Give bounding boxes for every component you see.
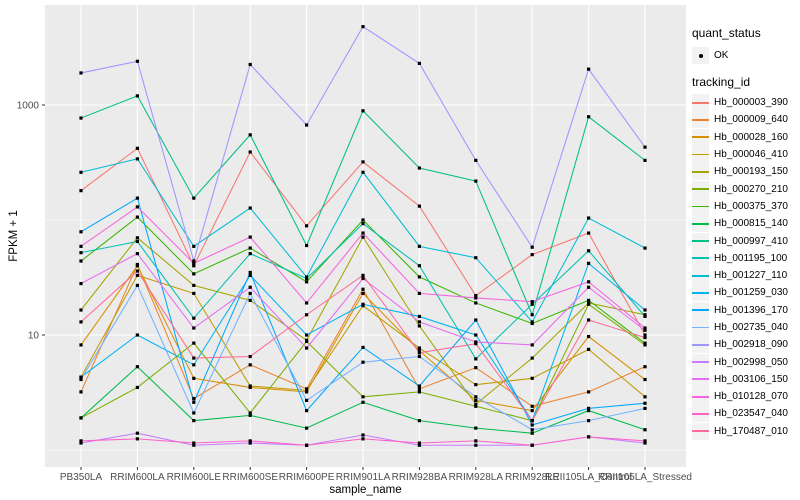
x-tick-labels: PB350LA RRIM600LA RRIM600LE RRIM600SE RRIM60… xyxy=(60,472,692,483)
legend-key-line-icon xyxy=(692,353,709,371)
legend-entry-Hb_002918_090: Hb_002918_090 xyxy=(692,336,798,354)
legend-key-line-icon xyxy=(692,422,709,440)
legend-entry-label: Hb_000815_140 xyxy=(714,218,788,230)
legend-entry-Hb_000997_410: Hb_000997_410 xyxy=(692,232,798,250)
x-tick-label: RRII105LA_Stressed xyxy=(598,472,692,483)
x-tick-label: PB350LA xyxy=(60,472,103,483)
legend-key-line-icon xyxy=(692,267,709,285)
x-tick-label: RRIM928LE xyxy=(505,472,560,483)
legend-entry-label: Hb_002735_040 xyxy=(714,322,788,333)
x-tick-label: RRII105LA_Control xyxy=(545,472,632,483)
legend-entry-label: Hb_000028_160 xyxy=(714,131,788,143)
legend-key-line-icon xyxy=(692,249,709,267)
legend-entry-Hb_001396_170: Hb_001396_170 xyxy=(692,301,798,319)
legend-entry-Hb_023547_040: Hb_023547_040 xyxy=(692,405,798,423)
legend-entry-label: Hb_001396_170 xyxy=(714,304,788,316)
legend-key-line-icon xyxy=(692,94,709,112)
legend-key-line-icon xyxy=(692,370,709,388)
legend-entry-Hb_000028_160: Hb_000028_160 xyxy=(692,128,798,146)
legend-entry-Hb_000815_140: Hb_000815_140 xyxy=(692,215,798,233)
legend-entry-Hb_000270_210: Hb_000270_210 xyxy=(692,180,798,198)
legend-entry-label: Hb_002918_090 xyxy=(714,339,788,351)
y-tick-labels: 10 1000 xyxy=(17,101,40,342)
legend-entry-Hb_000046_410: Hb_000046_410 xyxy=(692,146,798,164)
legend-title-quant-status: quant_status xyxy=(692,26,761,40)
legend-entry-label: Hb_001227_110 xyxy=(714,270,788,282)
legend-entries: Hb_000003_390 Hb_000009_640 Hb_000028_160 H… xyxy=(692,94,798,440)
legend-key-line-icon xyxy=(692,284,709,302)
legend-entry-label: Hb_002998_050 xyxy=(714,356,788,368)
legend-item-ok: OK xyxy=(692,47,798,64)
legend-entry-Hb_000193_150: Hb_000193_150 xyxy=(692,163,798,181)
legend-key-line-icon xyxy=(692,128,709,146)
legend-key-line-icon xyxy=(692,215,709,233)
legend-entry-Hb_003106_150: Hb_003106_150 xyxy=(692,370,798,388)
legend-entry-label: Hb_000193_150 xyxy=(714,166,788,178)
x-tick-label: RRIM600LA xyxy=(110,472,165,483)
legend-key-line-icon xyxy=(692,301,709,319)
x-tick-label: RRIM928LA xyxy=(449,472,504,483)
legend-title-tracking-id: tracking_id xyxy=(692,75,751,89)
y-tick-label: 1000 xyxy=(17,101,40,112)
legend-entry-label: Hb_000003_390 xyxy=(714,97,788,109)
legend-entry-label: Hb_000375_370 xyxy=(714,200,788,212)
legend-key-line-icon xyxy=(692,197,709,215)
legend-entry-label: Hb_000270_210 xyxy=(714,183,788,195)
legend-entry-label: Hb_001259_030 xyxy=(714,287,788,299)
legend-entry-label: Hb_000997_410 xyxy=(714,235,788,247)
legend-entry-label: Hb_003106_150 xyxy=(714,373,788,385)
legend-entry-Hb_002735_040: Hb_002735_040 xyxy=(692,319,798,336)
x-axis-title: sample_name xyxy=(329,484,401,496)
legend-key-line-icon xyxy=(692,232,709,250)
legend-entry-Hb_170487_010: Hb_170487_010 xyxy=(692,422,798,440)
legend-key-line-icon xyxy=(692,163,709,181)
legend-entry-Hb_000375_370: Hb_000375_370 xyxy=(692,197,798,215)
legend-item-ok-label: OK xyxy=(714,50,729,61)
legend-entry-Hb_002998_050: Hb_002998_050 xyxy=(692,353,798,371)
legend: quant_status OK tracking_id Hb_000003_39… xyxy=(692,26,798,440)
legend-key-line-icon xyxy=(692,388,709,406)
legend-key-line-icon xyxy=(692,405,709,423)
legend-entry-Hb_000003_390: Hb_000003_390 xyxy=(692,94,798,112)
ok-point-icon xyxy=(692,47,709,64)
x-tick-label: RRIM901LA xyxy=(336,472,391,483)
x-tick-label: RRIM600LE xyxy=(167,472,222,483)
legend-entry-Hb_001195_100: Hb_001195_100 xyxy=(692,249,798,267)
axis-ticks xyxy=(42,104,646,470)
legend-entry-label: Hb_001195_100 xyxy=(714,252,788,264)
legend-key-line-icon xyxy=(692,146,709,164)
legend-key-line-icon xyxy=(692,180,709,198)
x-tick-label: RRIM600SE xyxy=(222,472,278,483)
legend-entry-Hb_001259_030: Hb_001259_030 xyxy=(692,284,798,302)
x-tick-label: RRIM600PE xyxy=(279,472,335,483)
legend-entry-Hb_010128_070: Hb_010128_070 xyxy=(692,388,798,406)
legend-entry-label: Hb_000009_640 xyxy=(714,114,788,126)
legend-entry-label: Hb_000046_410 xyxy=(714,149,788,161)
legend-key-line-icon xyxy=(692,336,709,354)
legend-entry-Hb_000009_640: Hb_000009_640 xyxy=(692,111,798,129)
y-axis-title: FPKM + 1 xyxy=(8,210,20,261)
legend-entry-label: Hb_023547_040 xyxy=(714,408,788,420)
legend-key-line-icon xyxy=(692,111,709,129)
legend-entry-label: Hb_170487_010 xyxy=(714,425,788,437)
legend-entry-label: Hb_010128_070 xyxy=(714,391,788,403)
series-points xyxy=(79,25,647,447)
y-tick-label: 10 xyxy=(28,331,40,342)
legend-key-line-icon xyxy=(692,319,709,336)
x-tick-label: RRIM928BA xyxy=(392,472,448,483)
legend-entry-Hb_001227_110: Hb_001227_110 xyxy=(692,267,798,285)
